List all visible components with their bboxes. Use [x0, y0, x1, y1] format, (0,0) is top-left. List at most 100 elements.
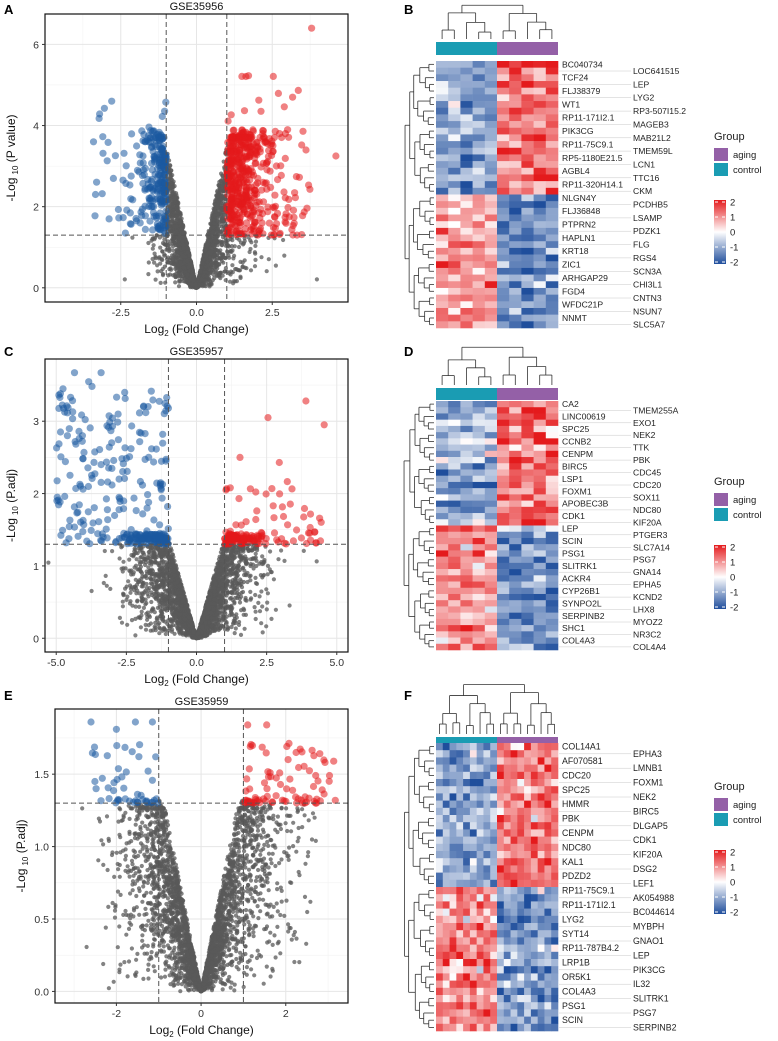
up-gene-point: [277, 171, 285, 179]
down-gene-point: [103, 157, 111, 165]
ns-gene-point: [139, 560, 144, 565]
up-gene-point: [252, 201, 260, 210]
ns-gene-point: [252, 605, 257, 610]
up-gene-point: [247, 142, 255, 150]
ns-gene-point: [214, 269, 219, 274]
ns-gene-point: [215, 273, 220, 278]
down-gene-point: [91, 212, 99, 220]
down-gene-point: [136, 159, 144, 167]
y-tick-label: 4: [33, 121, 39, 133]
ns-gene-point: [149, 599, 154, 605]
down-gene-point: [143, 136, 151, 144]
down-gene-point: [133, 142, 141, 150]
ns-gene-point: [207, 256, 212, 261]
up-gene-point: [262, 138, 270, 146]
ns-gene-point: [180, 253, 185, 259]
ns-gene-point: [168, 181, 173, 186]
ns-gene-point: [227, 279, 233, 284]
ns-gene-point: [174, 193, 179, 198]
ns-gene-point: [175, 250, 180, 255]
ns-gene-point: [147, 585, 152, 591]
down-gene-point: [156, 159, 164, 167]
down-gene-point: [126, 220, 134, 228]
ns-gene-point: [174, 214, 179, 219]
down-gene-point: [128, 130, 136, 138]
ns-gene-point: [252, 250, 257, 255]
up-gene-point: [255, 96, 263, 104]
ns-gene-point: [205, 242, 210, 247]
down-gene-point: [122, 162, 130, 170]
ns-gene-point: [171, 204, 176, 209]
up-gene-point: [236, 230, 244, 238]
up-gene-point: [277, 162, 285, 170]
ns-gene-point: [168, 229, 173, 234]
up-gene-point: [289, 93, 297, 101]
ns-gene-point: [190, 268, 195, 273]
ns-gene-point: [46, 560, 51, 565]
up-gene-point: [239, 154, 247, 162]
ns-gene-point: [259, 589, 264, 594]
up-gene-point: [235, 209, 243, 217]
ns-gene-point: [253, 551, 258, 556]
ns-gene-point: [245, 579, 250, 585]
ns-gene-point: [241, 242, 246, 247]
ns-gene-point: [244, 266, 249, 271]
ns-gene-point: [153, 256, 158, 261]
ns-gene-point: [117, 556, 122, 561]
ns-gene-point: [220, 215, 225, 220]
ns-gene-point: [220, 239, 225, 244]
up-gene-point: [266, 167, 274, 175]
up-gene-point: [229, 138, 237, 146]
y-tick-label: 2: [33, 202, 39, 214]
ns-gene-point: [174, 224, 179, 229]
ns-gene-point: [219, 207, 224, 213]
ns-gene-point: [169, 261, 174, 266]
ns-gene-point: [199, 277, 204, 282]
ns-gene-point: [230, 238, 235, 243]
down-gene-point: [139, 166, 147, 174]
up-gene-point: [254, 174, 262, 182]
ns-gene-point: [232, 244, 237, 249]
ns-gene-point: [216, 262, 222, 267]
x-label-main: Log: [144, 322, 164, 336]
ns-gene-point: [257, 594, 262, 599]
ns-gene-point: [220, 173, 225, 178]
ns-gene-point: [155, 269, 160, 274]
up-gene-point: [243, 165, 251, 173]
ns-gene-point: [215, 215, 220, 221]
up-gene-point: [227, 111, 235, 119]
x-axis-label: Log2 (Fold Change): [144, 322, 249, 338]
ns-gene-point: [158, 261, 163, 266]
up-gene-point: [224, 117, 232, 125]
ns-gene-point: [266, 257, 271, 262]
down-gene-point: [100, 104, 108, 112]
ns-gene-point: [215, 189, 220, 194]
up-gene-point: [281, 154, 289, 162]
ns-gene-point: [119, 566, 124, 571]
up-gene-point: [280, 188, 288, 196]
ns-gene-point: [157, 235, 162, 240]
down-gene-point: [99, 149, 107, 157]
ns-gene-point: [269, 570, 274, 575]
ns-gene-point: [158, 245, 163, 250]
ns-gene-point: [146, 260, 151, 265]
ns-gene-point: [216, 183, 221, 188]
ns-gene-point: [181, 265, 186, 270]
ns-gene-point: [253, 616, 258, 622]
down-gene-point: [145, 123, 153, 131]
ns-gene-point: [204, 274, 209, 279]
down-gene-point: [141, 185, 149, 193]
ns-gene-point: [126, 579, 131, 584]
up-gene-point: [249, 127, 257, 135]
down-gene-point: [104, 138, 112, 146]
down-gene-point: [154, 130, 162, 138]
ns-gene-point: [259, 255, 264, 260]
panel-label-a: A: [4, 2, 14, 17]
up-gene-point: [259, 126, 267, 135]
ns-gene-point: [260, 554, 265, 559]
ns-gene-point: [199, 265, 204, 270]
ns-gene-point: [212, 253, 217, 258]
ns-gene-point: [153, 277, 158, 282]
ns-gene-point: [223, 266, 228, 271]
